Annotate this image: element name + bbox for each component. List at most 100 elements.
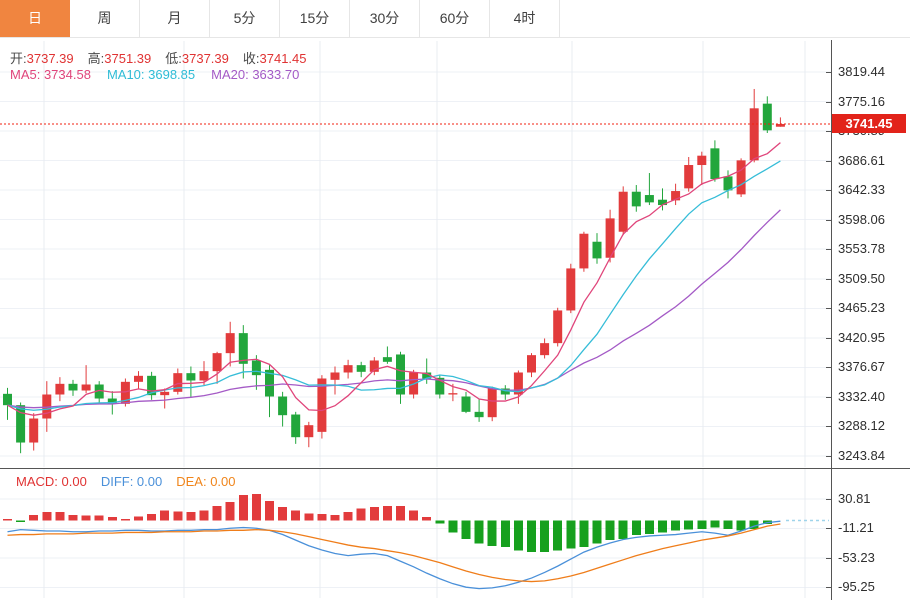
candle-body	[592, 241, 602, 259]
candle-body	[317, 378, 327, 432]
macd-bar	[291, 510, 301, 521]
macd-bar	[278, 507, 288, 521]
macd-bar	[186, 512, 196, 521]
tab-30min[interactable]: 30分	[350, 0, 420, 37]
candle-body	[762, 103, 772, 131]
macd-bar	[684, 520, 694, 530]
macd-bar	[540, 520, 550, 553]
candle-body	[16, 405, 26, 443]
period-toolbar: 日周月 5分 15分 30分 60分 4时	[0, 0, 910, 38]
candle-body	[29, 418, 39, 443]
macd-bar	[553, 520, 563, 551]
macd-bar	[120, 519, 130, 521]
candle-body	[631, 191, 641, 207]
tab-4hour[interactable]: 4时	[490, 0, 560, 37]
candle-body	[487, 388, 497, 418]
macd-bar	[671, 520, 681, 531]
macd-legend-item: DIFF: 0.00	[100, 474, 163, 489]
candle-body	[278, 396, 288, 416]
candle-body	[68, 383, 78, 391]
macd-bar	[147, 514, 157, 521]
candle-body	[291, 414, 301, 438]
candle-body	[134, 375, 143, 382]
macd-bar	[527, 520, 536, 553]
ma-legend-item: MA20: 3633.70	[211, 67, 300, 82]
candle-body	[3, 393, 12, 406]
candle-body	[658, 199, 667, 206]
candle-body	[225, 333, 235, 354]
tab-5min[interactable]: 5分	[210, 0, 280, 37]
candle-body	[238, 333, 248, 364]
open-value: 3737.39	[26, 51, 74, 66]
macd-bar	[134, 516, 143, 521]
macd-legend: MACD: 0.00 DIFF: 0.00 DEA: 0.00	[16, 474, 250, 489]
candle-body	[42, 394, 52, 419]
candle-body	[330, 372, 340, 380]
candle-body	[671, 191, 681, 201]
macd-bar	[16, 520, 26, 522]
ma5-line	[7, 142, 781, 416]
macd-bar	[500, 520, 510, 548]
ma10-line	[7, 160, 781, 411]
macd-bar	[317, 514, 327, 521]
dea-line	[7, 523, 781, 583]
macd-bar	[251, 493, 261, 521]
macd-bar	[592, 520, 602, 544]
candle-body	[147, 375, 157, 396]
candle-body	[553, 310, 563, 344]
macd-bar	[749, 520, 759, 529]
macd-bar	[605, 520, 615, 541]
low-label: 低:	[165, 51, 182, 66]
candle-body	[422, 372, 432, 379]
macd-bar	[579, 520, 589, 548]
macd-bar	[422, 516, 432, 521]
tab-60min[interactable]: 60分	[420, 0, 490, 37]
macd-bar	[396, 505, 405, 521]
diff-line	[7, 520, 781, 590]
macd-bar	[343, 512, 353, 521]
candle-body	[265, 369, 274, 397]
macd-bar	[369, 507, 379, 521]
macd-bar	[265, 500, 274, 521]
macd-bar	[330, 514, 340, 521]
macd-bar	[55, 512, 65, 521]
macd-bar	[697, 520, 707, 529]
candle-body	[160, 391, 170, 396]
candle-body	[566, 268, 576, 311]
high-value: 3751.39	[104, 51, 152, 66]
macd-bar	[81, 515, 91, 521]
close-label: 收:	[242, 51, 260, 66]
current-price-tag: 3741.45	[832, 114, 906, 133]
candle-body	[474, 411, 484, 418]
macd-legend-item: DEA: 0.00	[176, 474, 236, 489]
candle-body	[579, 233, 589, 269]
macd-legend-item: MACD: 0.00	[16, 474, 87, 489]
macd-bar	[94, 515, 104, 521]
candle-body	[461, 396, 471, 412]
high-label: 高:	[87, 51, 105, 66]
macd-bar	[710, 520, 720, 528]
candle-body	[212, 353, 222, 372]
candle-body	[527, 355, 536, 373]
tab-month[interactable]: 月	[140, 0, 210, 37]
macd-bar	[461, 520, 471, 539]
candle-body	[81, 384, 91, 391]
macd-bar	[487, 520, 497, 546]
macd-bar	[618, 520, 628, 539]
macd-bar	[304, 513, 314, 521]
macd-bar	[173, 511, 183, 521]
tab-15min[interactable]: 15分	[280, 0, 350, 37]
macd-bar	[107, 516, 117, 521]
candle-body	[304, 425, 314, 438]
macd-bar	[160, 510, 170, 521]
candle-body	[396, 354, 405, 395]
candle-body	[369, 360, 379, 372]
candle-body	[697, 155, 707, 166]
tab-week[interactable]: 周	[70, 0, 140, 37]
candle-body	[382, 357, 392, 362]
candle-body	[500, 388, 510, 395]
candle-body	[448, 393, 458, 395]
candle-body	[644, 195, 654, 203]
tab-day[interactable]: 日	[0, 0, 70, 37]
